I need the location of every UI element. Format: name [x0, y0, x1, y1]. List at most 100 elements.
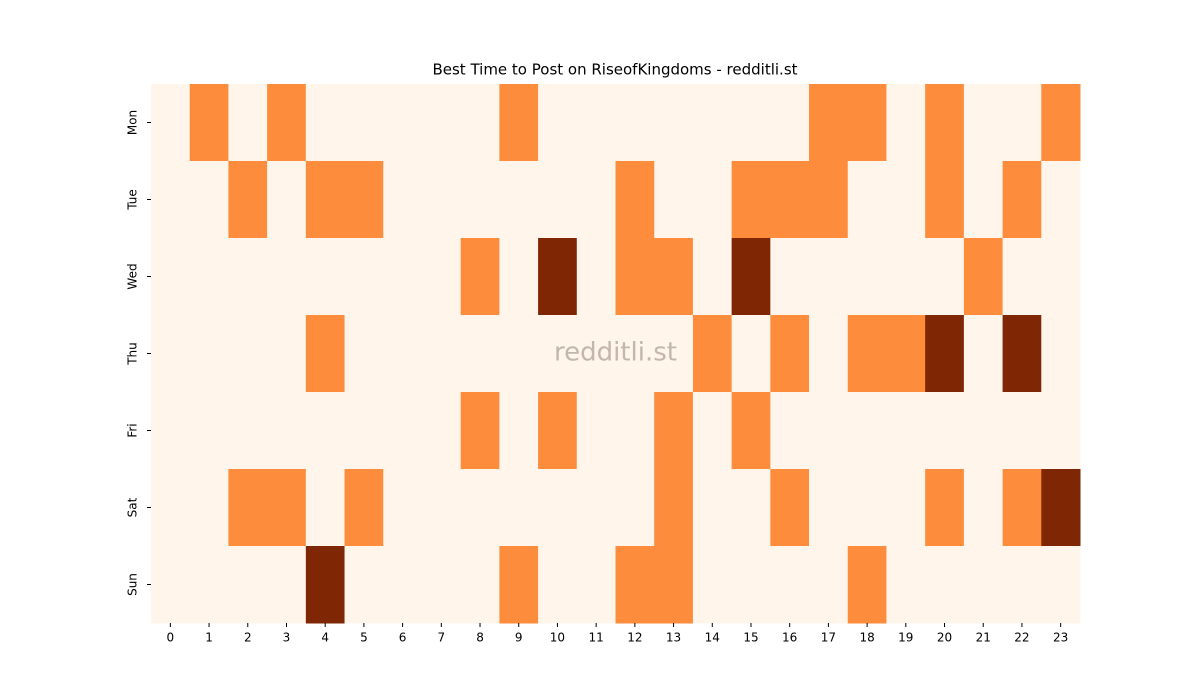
x-tick-label: 11	[589, 631, 604, 645]
heat-cell	[421, 238, 462, 316]
heat-cell	[228, 84, 268, 162]
heat-cell	[963, 238, 1004, 316]
heat-cell	[809, 469, 849, 547]
y-tick-label: Mon	[126, 110, 140, 135]
y-tick-label: Sun	[126, 573, 140, 596]
heat-cell	[692, 546, 733, 624]
x-tick-label: 22	[1014, 631, 1029, 645]
heat-cell	[538, 392, 578, 470]
heat-cell	[615, 392, 655, 470]
heat-cell	[305, 238, 346, 316]
heat-cell	[770, 161, 810, 239]
y-tick-label: Fri	[126, 423, 140, 437]
heat-cell	[692, 84, 733, 162]
heat-cell	[692, 469, 733, 547]
heat-cell	[576, 238, 616, 316]
x-tick-label: 3	[283, 631, 291, 645]
heat-cell	[770, 238, 810, 316]
heat-cell	[267, 161, 307, 239]
heat-cell	[344, 84, 384, 162]
heat-cell	[925, 238, 965, 316]
heat-cell	[267, 238, 307, 316]
heat-cell	[963, 315, 1004, 393]
heat-cell	[344, 469, 384, 547]
heat-cell	[847, 161, 887, 239]
heat-cell	[1041, 315, 1081, 393]
heat-cell	[383, 161, 423, 239]
x-tick-label: 6	[399, 631, 407, 645]
heat-cell	[151, 84, 191, 162]
heat-cell	[731, 84, 771, 162]
heat-cell	[809, 546, 849, 624]
heat-cell	[1041, 546, 1081, 624]
heat-cell	[692, 315, 733, 393]
x-tick-label: 0	[167, 631, 175, 645]
heat-cell	[151, 161, 191, 239]
heat-cell	[1002, 392, 1042, 470]
x-tick-label: 8	[476, 631, 484, 645]
heat-cell	[499, 84, 539, 162]
heat-cell	[1002, 546, 1042, 624]
x-tick-label: 10	[550, 631, 565, 645]
heat-cell	[886, 238, 926, 316]
heat-cell	[344, 315, 384, 393]
heat-cell	[576, 84, 616, 162]
heat-cell	[383, 84, 423, 162]
heat-cell	[847, 546, 887, 624]
heat-cell	[189, 84, 229, 162]
heat-cell	[615, 469, 655, 547]
y-tick-label: Tue	[126, 189, 140, 211]
heat-cell	[654, 469, 694, 547]
heat-cell	[576, 469, 616, 547]
heat-cell	[460, 315, 500, 393]
heat-cell	[189, 315, 229, 393]
x-tick-label: 15	[743, 631, 758, 645]
heat-cell	[305, 546, 346, 624]
watermark: redditli.st	[554, 338, 677, 368]
heat-cell	[886, 546, 926, 624]
heat-cell	[654, 546, 694, 624]
heat-cell	[460, 546, 500, 624]
heat-cell	[654, 315, 694, 393]
heat-cell	[499, 392, 539, 470]
heat-cell	[228, 469, 268, 547]
heat-cell	[847, 469, 887, 547]
x-tick-label: 17	[821, 631, 836, 645]
heat-cell	[770, 546, 810, 624]
heat-cell	[421, 315, 462, 393]
x-tick-label: 4	[321, 631, 329, 645]
x-tick-label: 18	[859, 631, 874, 645]
heat-cell	[847, 392, 887, 470]
heat-cell	[963, 469, 1004, 547]
x-tick-label: 9	[515, 631, 523, 645]
heat-cell	[305, 84, 346, 162]
chart-title: Best Time to Post on RiseofKingdoms - re…	[432, 61, 797, 79]
heat-cell	[151, 392, 191, 470]
heat-cell	[383, 546, 423, 624]
heat-cell	[809, 161, 849, 239]
heat-cell	[228, 238, 268, 316]
heat-cell	[189, 238, 229, 316]
heat-cell	[421, 161, 462, 239]
heat-cell	[692, 238, 733, 316]
heat-cell	[809, 392, 849, 470]
y-tick-label: Sat	[126, 497, 140, 517]
heat-cell	[267, 84, 307, 162]
heat-cell	[151, 238, 191, 316]
heat-cell	[499, 315, 539, 393]
heat-cell	[847, 238, 887, 316]
heat-cell	[615, 546, 655, 624]
heat-cell	[1041, 469, 1081, 547]
heat-cell	[499, 546, 539, 624]
heat-cell	[963, 546, 1004, 624]
heat-cell	[189, 546, 229, 624]
heat-cell	[847, 315, 887, 393]
heat-cell	[886, 392, 926, 470]
heat-cell	[770, 315, 810, 393]
heat-cell	[615, 315, 655, 393]
heat-cell	[305, 161, 346, 239]
x-tick-label: 14	[705, 631, 720, 645]
heat-cell	[770, 84, 810, 162]
heat-cell	[615, 238, 655, 316]
heat-cell	[847, 84, 887, 162]
